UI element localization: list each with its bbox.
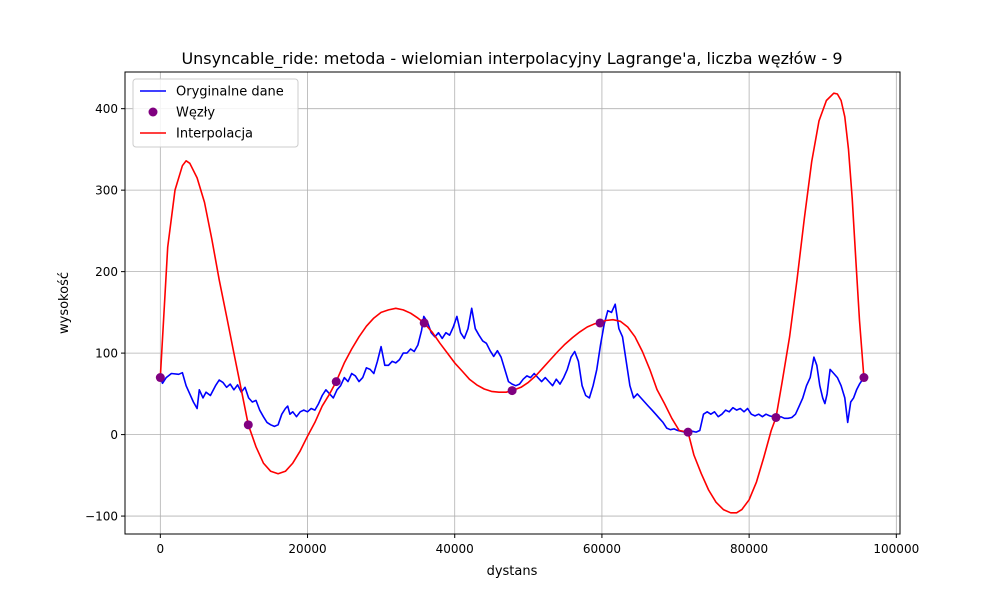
node-point <box>331 377 341 387</box>
node-point <box>243 420 253 430</box>
x-tick-label: 0 <box>157 542 165 556</box>
x-tick-label: 60000 <box>583 542 621 556</box>
y-tick-label: 300 <box>95 184 118 198</box>
ticks: 0 20000 40000 60000 80000 100000 −100 0 100 200 30… <box>85 102 919 556</box>
y-tick-label: 100 <box>95 347 118 361</box>
plot-area <box>155 92 869 514</box>
node-point <box>419 318 429 328</box>
legend-label-interpolacja: Interpolacja <box>176 127 253 142</box>
grid <box>125 72 900 534</box>
node-point <box>859 373 869 383</box>
node-point <box>595 318 605 328</box>
y-tick-label: −100 <box>85 510 118 524</box>
legend-label-wez-y: Węzły <box>176 106 215 121</box>
series-line-interpolacja <box>159 92 865 514</box>
node-point <box>771 412 781 422</box>
y-tick-label: 0 <box>110 428 118 442</box>
x-tick-label: 20000 <box>288 542 326 556</box>
x-tick-label: 100000 <box>873 542 919 556</box>
node-point <box>507 386 517 396</box>
y-axis-label: wysokość <box>57 272 72 334</box>
x-tick-label: 80000 <box>730 542 768 556</box>
legend-label-oryginalne-dane: Oryginalne dane <box>176 85 284 100</box>
axes-frame <box>124 71 901 535</box>
legend-swatch-wez-y <box>148 107 158 117</box>
node-point <box>155 373 165 383</box>
x-axis-label: dystans <box>487 564 538 579</box>
y-tick-label: 400 <box>95 102 118 116</box>
x-tick-label: 40000 <box>436 542 474 556</box>
node-point <box>683 427 693 437</box>
y-tick-label: 200 <box>95 265 118 279</box>
series-line-oryginalne-dane <box>159 303 865 433</box>
legend: Oryginalne dane Węzły Interpolacja <box>132 78 299 148</box>
chart-title: Unsyncable_ride: metoda - wielomian inte… <box>181 49 842 69</box>
legend-box <box>132 78 299 148</box>
